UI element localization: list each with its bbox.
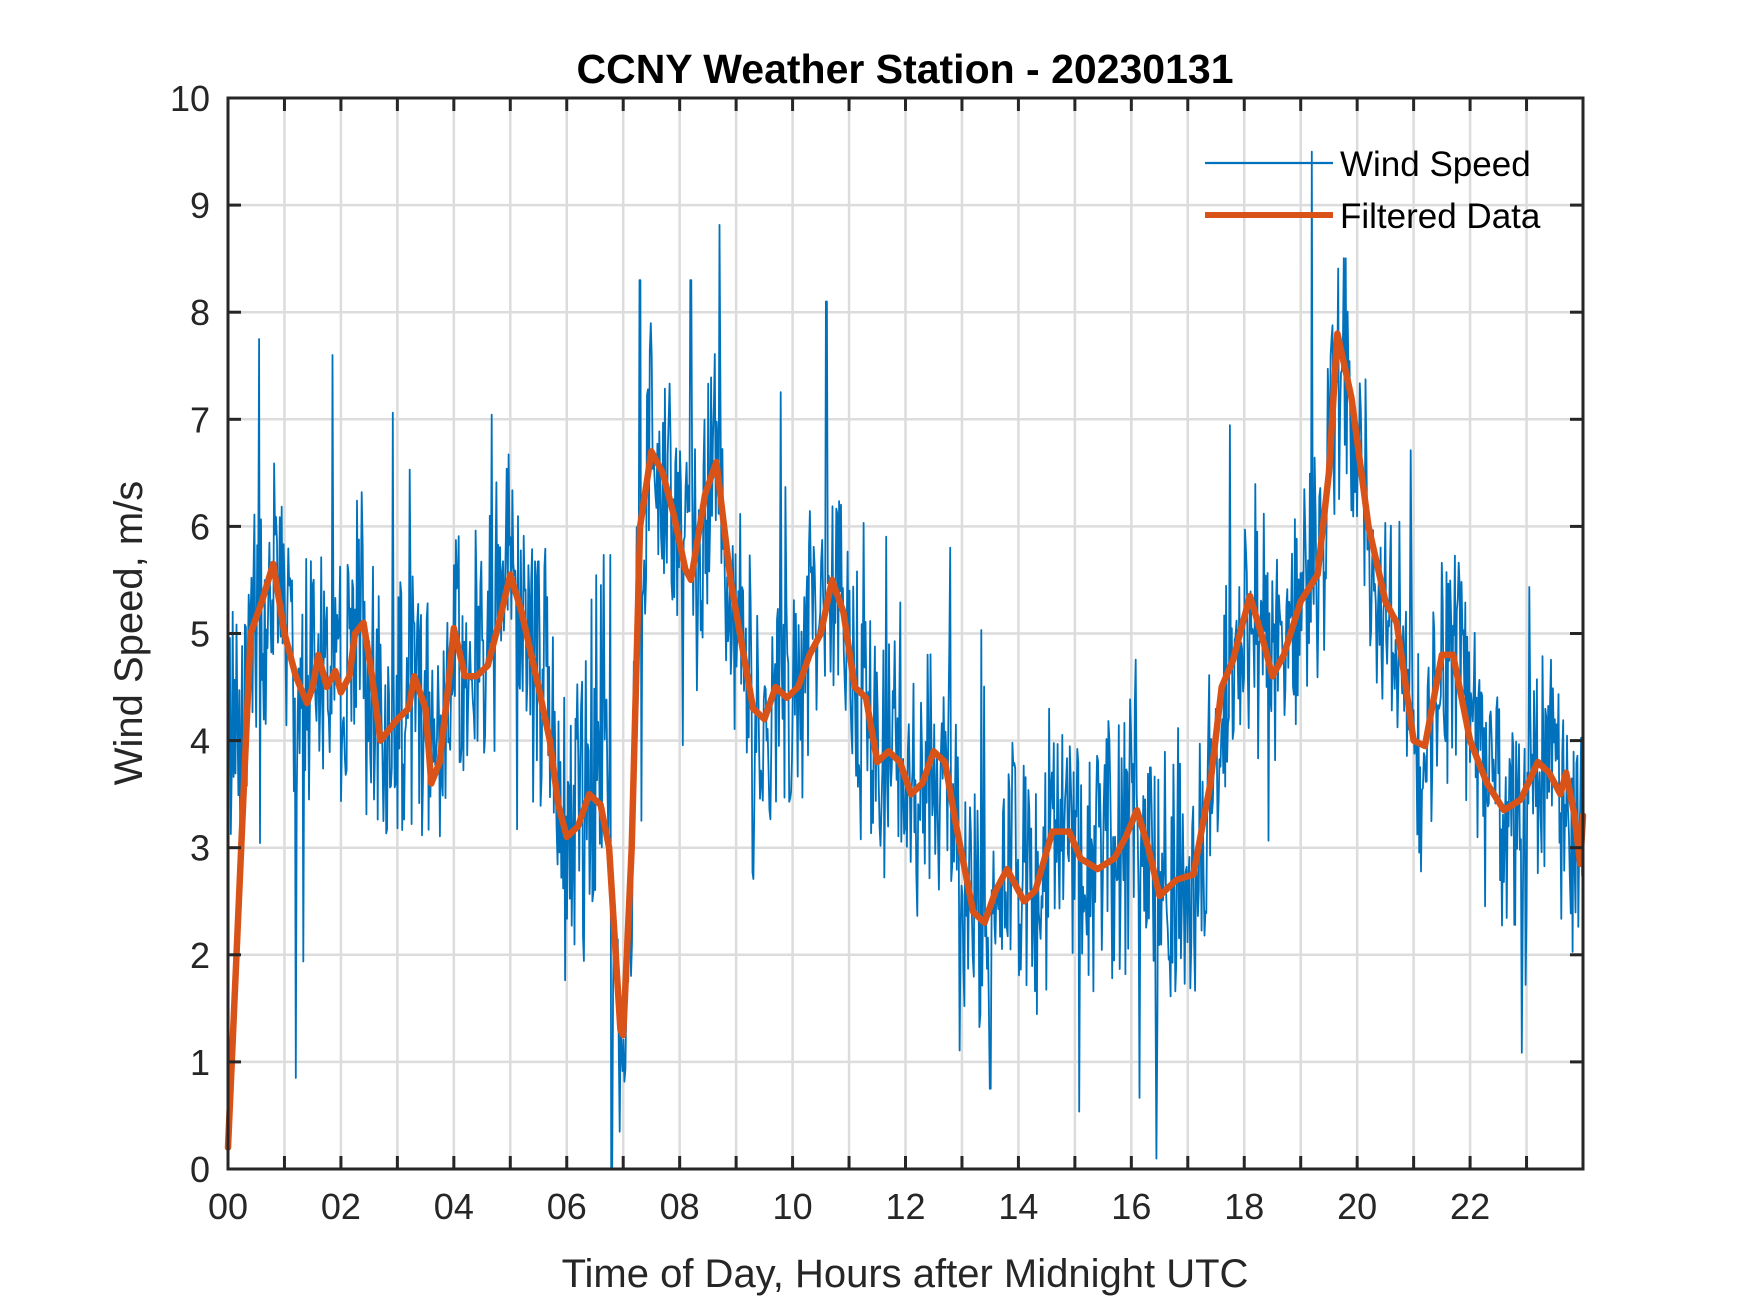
x-tick-label: 22	[1450, 1186, 1490, 1227]
legend-filtered-data-label: Filtered Data	[1340, 197, 1541, 236]
y-tick-label: 3	[190, 828, 210, 869]
y-tick-label: 8	[190, 292, 210, 333]
x-tick-label: 02	[321, 1186, 361, 1227]
y-tick-label: 9	[190, 185, 210, 226]
x-tick-label: 08	[660, 1186, 700, 1227]
x-axis-label: Time of Day, Hours after Midnight UTC	[562, 1252, 1249, 1296]
x-tick-label: 04	[434, 1186, 474, 1227]
filtered-data-series	[224, 330, 1587, 1151]
x-tick-label: 20	[1337, 1186, 1377, 1227]
y-tick-label: 7	[190, 399, 210, 440]
wind-speed-line	[227, 150, 1584, 1170]
y-tick-label: 5	[190, 614, 210, 655]
wind-speed-series	[227, 150, 1584, 1170]
y-tick-label: 6	[190, 506, 210, 547]
y-axis-label: Wind Speed, m/s	[107, 481, 151, 786]
y-tick-label: 2	[190, 935, 210, 976]
filtered-data-line	[224, 330, 1587, 1151]
x-tick-label: 06	[547, 1186, 587, 1227]
x-tick-label: 10	[773, 1186, 813, 1227]
legend-wind-speed-label: Wind Speed	[1340, 145, 1531, 184]
y-tick-label: 0	[190, 1149, 210, 1190]
y-tick-label: 10	[170, 78, 210, 119]
x-tick-label: 16	[1111, 1186, 1151, 1227]
legend: Wind Speed Filtered Data	[1205, 145, 1541, 236]
x-tick-label: 00	[208, 1186, 248, 1227]
x-tick-label: 12	[885, 1186, 925, 1227]
x-tick-label: 14	[998, 1186, 1038, 1227]
y-tick-label: 1	[190, 1042, 210, 1083]
axes	[226, 96, 1585, 1171]
x-tick-label: 18	[1224, 1186, 1264, 1227]
chart-title: CCNY Weather Station - 20230131	[576, 46, 1233, 92]
y-tick-label: 4	[190, 721, 210, 762]
